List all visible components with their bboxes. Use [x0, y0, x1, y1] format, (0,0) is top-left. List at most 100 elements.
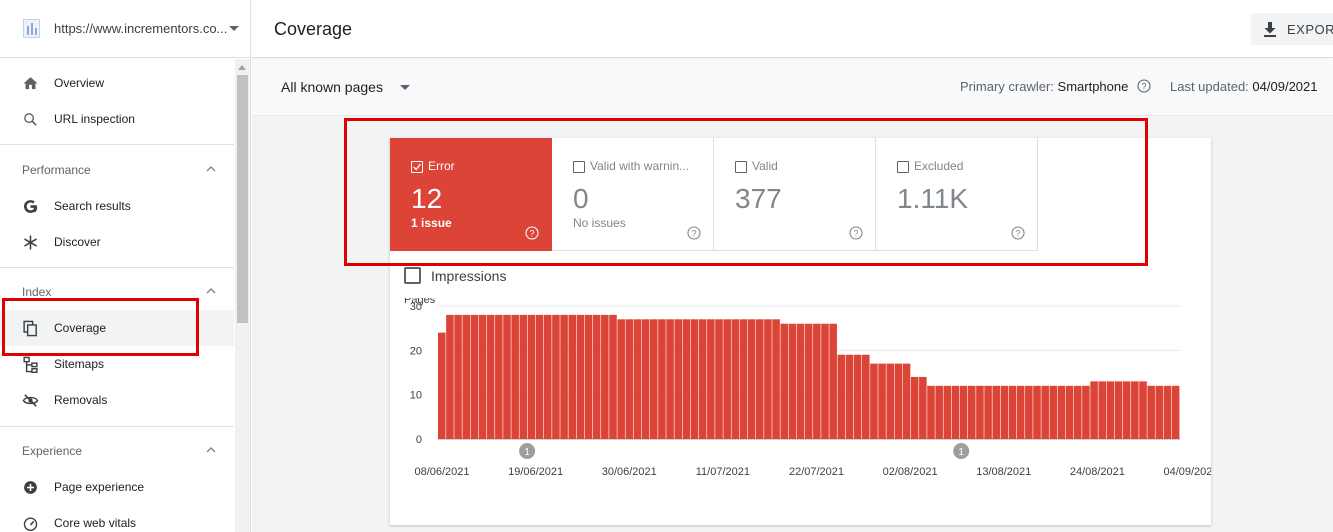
chart-bar — [625, 319, 634, 439]
nav-coverage[interactable]: Coverage — [0, 310, 234, 346]
chart-bar — [845, 354, 854, 439]
chart-bar — [527, 314, 536, 439]
x-tick-label: 24/08/2021 — [1070, 466, 1125, 478]
search-icon — [24, 113, 37, 126]
x-tick-label: 22/07/2021 — [789, 466, 844, 478]
chevron-up-icon[interactable] — [206, 287, 216, 295]
chart-bar — [535, 314, 544, 439]
svg-text:?: ? — [691, 228, 696, 238]
dropdown-caret-icon[interactable] — [400, 85, 410, 90]
impressions-label: Impressions — [431, 268, 507, 284]
nav-overview[interactable]: Overview — [0, 65, 234, 101]
chart-bar — [821, 323, 829, 439]
nav-label: Search results — [54, 199, 131, 213]
chart-bar — [723, 319, 731, 439]
chart-bar — [1065, 385, 1074, 439]
annotation-marker — [953, 443, 970, 459]
chart-bar — [796, 323, 805, 439]
updated-label: Last updated: — [1170, 79, 1249, 94]
chart-bar — [674, 319, 683, 439]
help-icon[interactable]: ? — [687, 226, 701, 240]
y-axis-label: Pages — [404, 298, 436, 306]
chart-bar — [984, 385, 992, 439]
nav-discover[interactable]: Discover — [0, 224, 234, 260]
section-experience[interactable]: Experience — [0, 436, 234, 466]
nav-label: Discover — [54, 235, 101, 249]
tile-title: Error — [428, 159, 455, 173]
chart-bar — [690, 319, 699, 439]
nav-label: Sitemaps — [54, 357, 105, 371]
chart-bar — [968, 385, 976, 439]
status-tile-valid[interactable]: Valid 377? — [714, 138, 876, 251]
sidebar-scrollbar[interactable] — [235, 59, 250, 532]
chart-bar — [617, 319, 625, 439]
chart-bar — [446, 314, 454, 439]
impressions-checkbox[interactable] — [404, 267, 421, 284]
crawler-label: Primary crawler: — [960, 79, 1054, 94]
nav-page-experience[interactable]: Page experience — [0, 469, 234, 505]
main-content: All known pages Primary crawler: Smartph… — [252, 59, 1333, 532]
chart-bar — [1147, 385, 1155, 439]
status-tile-error[interactable]: Error 12 1 issue? — [390, 138, 552, 251]
page-filter-dropdown[interactable]: All known pages — [281, 79, 383, 95]
help-icon[interactable]: ? — [1137, 79, 1151, 93]
tile-subtitle: 1 issue — [411, 216, 452, 230]
tile-value: 0 — [573, 183, 589, 214]
y-tick-label: 30 — [410, 301, 422, 313]
chart-bar — [829, 323, 837, 439]
chart-bar — [756, 319, 764, 439]
tile-checkbox[interactable] — [573, 161, 585, 173]
chart-bar — [609, 314, 617, 439]
tile-subtitle: No issues — [573, 216, 626, 230]
nav-search-results[interactable]: Search results — [0, 188, 234, 224]
scrollbar-thumb[interactable] — [237, 75, 248, 323]
chart-bar — [788, 323, 797, 439]
tile-checkbox[interactable] — [735, 161, 747, 173]
chevron-up-icon[interactable] — [206, 446, 216, 454]
crawler-value: Smartphone — [1057, 79, 1129, 94]
chart-bar — [1171, 385, 1180, 439]
section-performance[interactable]: Performance — [0, 155, 234, 185]
tile-checkbox[interactable] — [897, 161, 909, 173]
property-dropdown-icon[interactable] — [229, 26, 239, 31]
chart-bar — [1090, 381, 1098, 439]
help-icon[interactable]: ? — [849, 226, 863, 240]
export-button[interactable]: EXPORT — [1251, 13, 1333, 45]
sidebar-divider — [0, 267, 234, 268]
nav-sitemaps[interactable]: Sitemaps — [0, 346, 234, 382]
property-selector[interactable]: https://www.incrementors.co... — [0, 0, 250, 58]
chart-bar — [1000, 385, 1009, 439]
chart-bar — [813, 323, 821, 439]
chart-bar — [544, 314, 552, 439]
sidebar-divider — [0, 426, 234, 427]
property-url: https://www.incrementors.co... — [54, 21, 228, 36]
tile-checkbox[interactable] — [411, 161, 423, 173]
updated-value: 04/09/2021 — [1252, 79, 1318, 94]
help-icon[interactable]: ? — [1011, 226, 1025, 240]
chart-bar — [1131, 381, 1139, 439]
tile-value: 377 — [735, 183, 782, 214]
chart-bar — [1025, 385, 1033, 439]
status-tile-valid-with-warnin[interactable]: Valid with warnin... 0 No issues? — [552, 138, 714, 251]
annotation-marker-label: 1 — [524, 447, 530, 458]
nav-url-inspection[interactable]: URL inspection — [0, 101, 234, 137]
nav-label: Core web vitals — [54, 516, 137, 530]
tile-value: 12 — [411, 183, 443, 214]
scroll-up-icon[interactable] — [238, 65, 246, 70]
chart-bar — [462, 314, 471, 439]
eye-off-icon — [22, 394, 39, 407]
chart-bar — [698, 319, 707, 439]
chevron-up-icon[interactable] — [206, 165, 216, 173]
help-icon[interactable]: ? — [525, 226, 539, 240]
status-tile-excluded[interactable]: Excluded 1.11K? — [876, 138, 1038, 251]
chart-bar — [478, 314, 487, 439]
chart-bar — [552, 314, 560, 439]
page-header: Coverage EXPORT — [252, 0, 1333, 58]
nav-removals[interactable]: Removals — [0, 382, 234, 418]
section-title: Index — [22, 285, 52, 299]
section-index[interactable]: Index — [0, 277, 234, 307]
chart-bar — [666, 319, 674, 439]
google-g-icon — [24, 200, 38, 213]
nav-core-web-vitals[interactable]: Core web vitals — [0, 505, 234, 532]
sidebar-divider — [0, 144, 234, 145]
